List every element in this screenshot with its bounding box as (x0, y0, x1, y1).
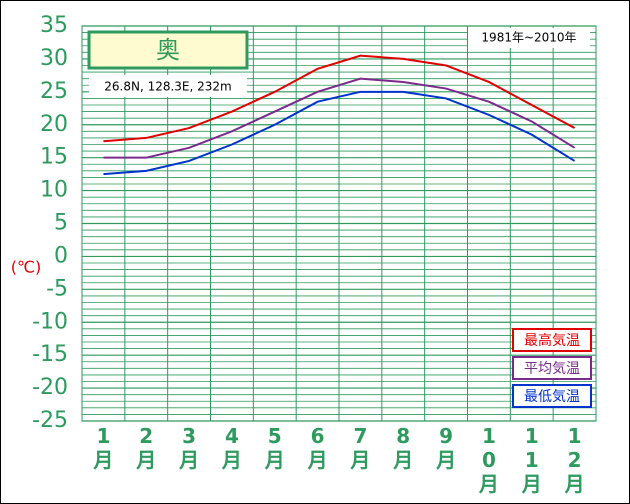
x-tick-label: 10月 (478, 424, 499, 496)
line (103, 54, 576, 143)
y-tick-label: 25 (40, 79, 68, 104)
title-box (87, 30, 249, 70)
y-tick-label: -5 (46, 276, 68, 301)
chart-title: 奥 (156, 36, 180, 64)
y-tick-label: 20 (40, 112, 68, 137)
period-box (468, 28, 590, 48)
x-tick-label: 4月 (221, 424, 242, 472)
x-tick-label: 6月 (307, 424, 328, 472)
x-tick-label: 5月 (264, 424, 285, 472)
legend-box (512, 356, 592, 380)
x-tick-label: 8月 (393, 424, 414, 472)
chart-subtitle: 26.8N, 128.3E, 232m (104, 80, 231, 94)
legend-label: 最低気温 (524, 389, 580, 405)
x-tick-label: 12月 (564, 424, 585, 496)
y-tick-label: 10 (40, 178, 68, 203)
x-tick-label: 2月 (136, 424, 157, 472)
period: 1981年~2010年 (481, 31, 576, 45)
y-tick-label: -25 (32, 408, 68, 433)
y-tick-label: 35 (40, 13, 68, 38)
x-tick-label: 1月 (93, 424, 114, 472)
legend-box (512, 384, 592, 408)
x-tick-label: 11月 (521, 424, 542, 496)
legend-label: 平均気温 (524, 361, 580, 377)
y-tick-label: -15 (32, 342, 68, 367)
line (103, 77, 576, 159)
y-axis-label: (℃) (11, 258, 41, 277)
legend-label: 最高気温 (524, 332, 580, 349)
line (103, 90, 576, 176)
y-tick-label: -10 (32, 309, 68, 334)
y-tick-label: 30 (40, 46, 68, 71)
x-tick-label: 9月 (436, 424, 457, 472)
legend-box (512, 328, 592, 352)
y-tick-label: 5 (54, 211, 68, 236)
subtitle-box (89, 75, 247, 97)
x-tick-label: 7月 (350, 424, 371, 472)
y-tick-label: -20 (32, 375, 68, 400)
y-tick-label: 0 (54, 243, 68, 268)
x-tick-label: 3月 (179, 424, 200, 472)
y-tick-label: 15 (40, 145, 68, 170)
